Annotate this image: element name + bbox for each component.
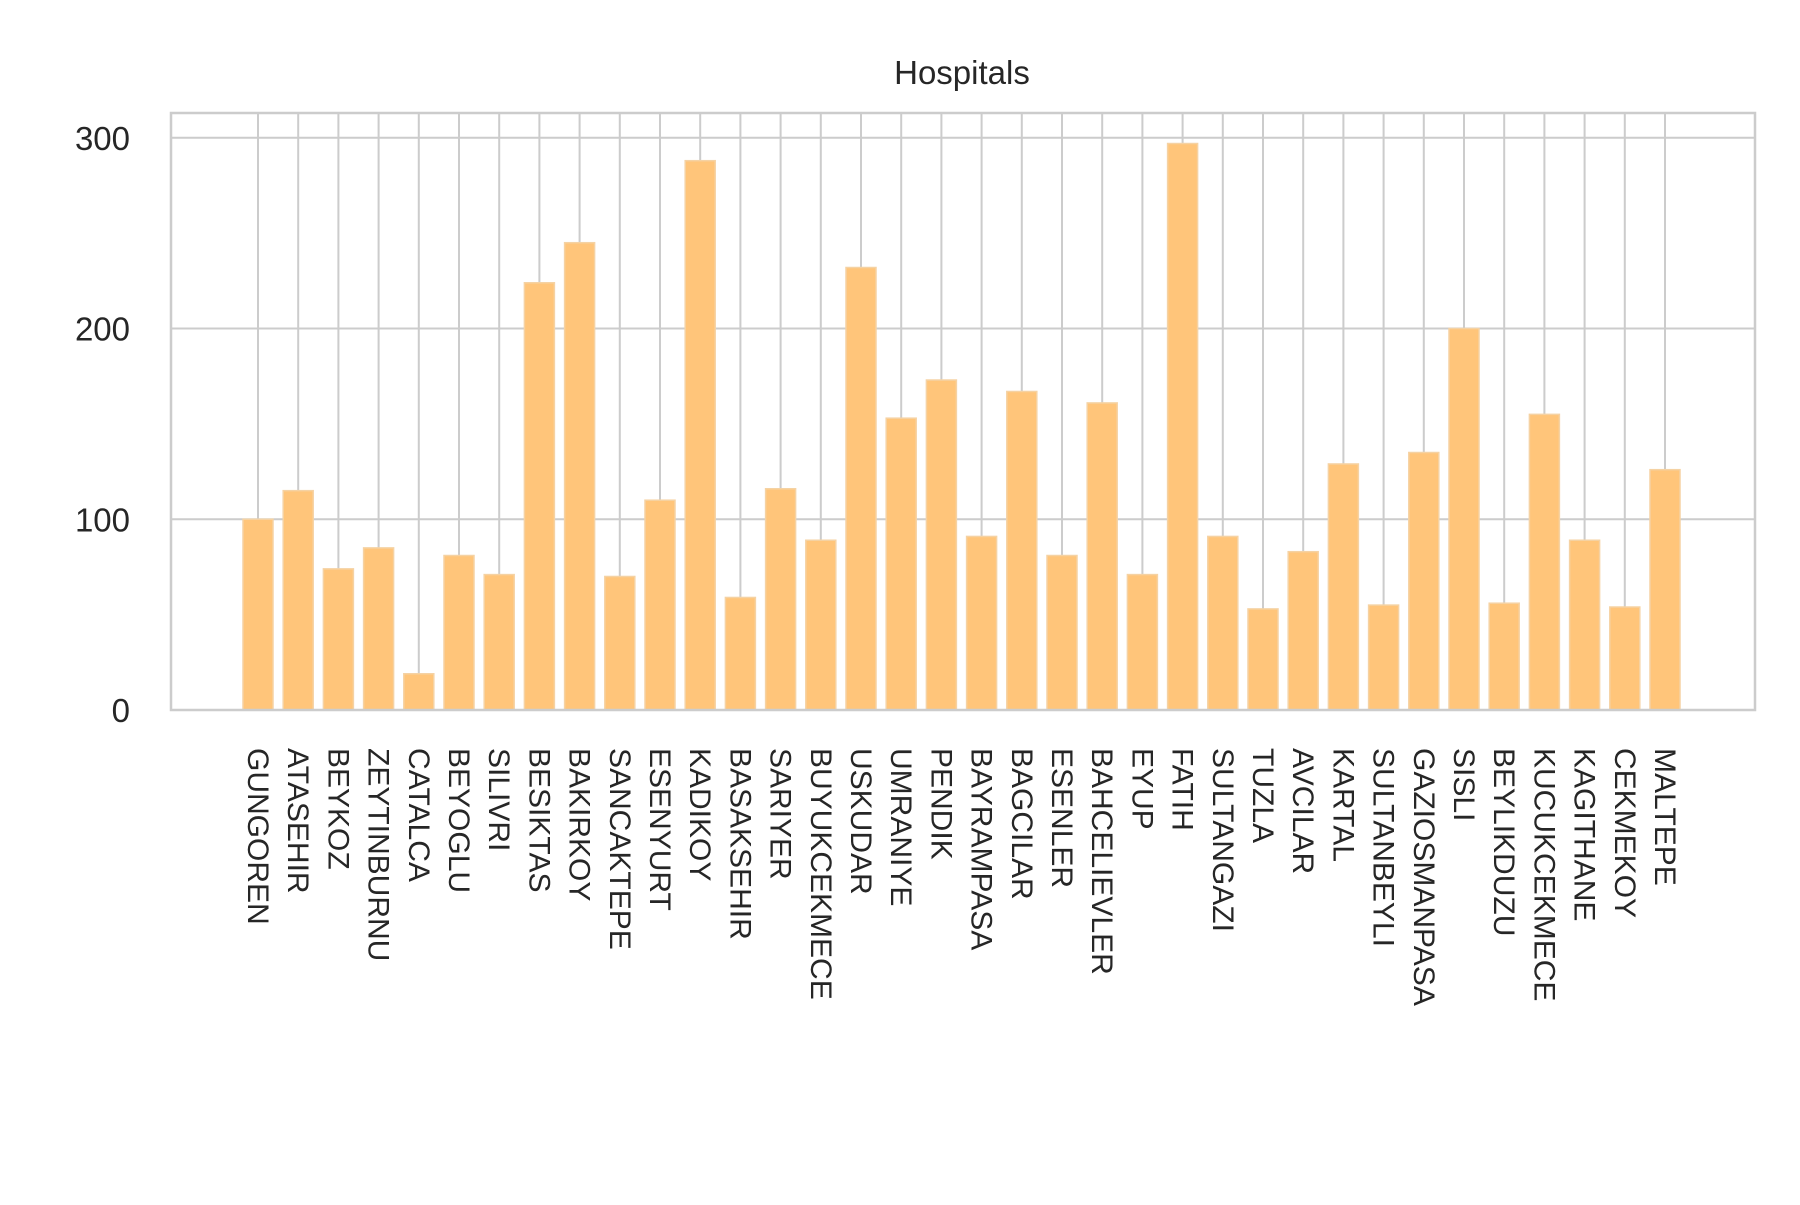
x-tick-label: CEKMEKOY xyxy=(1608,748,1641,918)
x-tick-label: PENDIK xyxy=(924,748,957,860)
bar-bahcelievler xyxy=(1086,402,1118,711)
bar-sultanbeyli xyxy=(1367,604,1400,711)
bar-kagithane xyxy=(1568,539,1601,711)
x-tick-label: BASAKSEHIR xyxy=(723,748,756,940)
x-tick-label: SANCAKTEPE xyxy=(603,748,636,950)
bar-cekmekoy xyxy=(1609,606,1641,711)
x-tick-label: KUCUKCEKMECE xyxy=(1527,748,1560,1001)
bar-avcilar xyxy=(1287,550,1319,711)
y-tick-label: 0 xyxy=(112,692,130,729)
x-tick-label: SULTANBEYLI xyxy=(1367,748,1400,947)
bar-beyoglu xyxy=(443,554,475,711)
x-tick-label: BEYOGLU xyxy=(442,748,475,893)
x-tick-label: SILIVRI xyxy=(482,748,515,851)
bar-zeytinburnu xyxy=(362,547,395,711)
x-tick-label: SISLI xyxy=(1447,748,1480,821)
x-tick-label: BAGCILAR xyxy=(1005,748,1038,900)
x-tick-label: AVCILAR xyxy=(1286,748,1319,874)
bar-silivri xyxy=(483,573,515,711)
y-tick-label: 300 xyxy=(75,120,130,157)
bar-buyukcekmece xyxy=(805,539,837,711)
bar-kadikoy xyxy=(684,159,716,711)
bar-sancaktepe xyxy=(604,575,636,711)
x-tick-label: TUZLA xyxy=(1246,748,1279,843)
x-tick-label: EYUP xyxy=(1125,748,1158,830)
x-tick-label: ESENYURT xyxy=(643,748,676,911)
bar-sultangazi xyxy=(1207,535,1239,711)
bar-bakirkoy xyxy=(563,241,596,711)
x-tick-label: KADIKOY xyxy=(683,748,716,881)
bar-besiktas xyxy=(523,282,556,711)
bar-eyup xyxy=(1126,573,1159,711)
bar-sisli xyxy=(1448,327,1480,711)
bar-gaziosmanpasa xyxy=(1408,451,1440,711)
bar-kartal xyxy=(1327,463,1360,711)
x-tick-label: BEYLIKDUZU xyxy=(1487,748,1520,936)
x-tick-label: BAHCELIEVLER xyxy=(1085,748,1118,975)
bar-basaksehir xyxy=(724,596,757,711)
x-tick-label: ZEYTINBURNU xyxy=(362,748,395,961)
bar-kucukcekmece xyxy=(1528,413,1561,711)
y-axis: 0 100 200 300 xyxy=(75,120,130,729)
y-tick-label: 100 xyxy=(75,501,130,538)
x-tick-label: ATASEHIR xyxy=(281,748,314,894)
x-tick-label: CATALCA xyxy=(402,748,435,882)
bar-bagcilar xyxy=(1006,390,1038,711)
x-tick-label: FATIH xyxy=(1166,748,1199,831)
x-tick-label: GAZIOSMANPASA xyxy=(1407,748,1440,1006)
bar-esenyurt xyxy=(644,499,676,711)
bar-layer xyxy=(242,142,1681,711)
x-tick-label: USKUDAR xyxy=(844,748,877,895)
bar-beylikduzu xyxy=(1488,602,1520,711)
bar-sariyer xyxy=(764,487,797,711)
bar-bayrampasa xyxy=(965,535,998,711)
x-tick-label: GUNGOREN xyxy=(241,748,274,925)
x-tick-label: MALTEPE xyxy=(1648,748,1681,886)
x-axis: GUNGOREN ATASEHIR BEYKOZ ZEYTINBURNU CATALCA… xyxy=(241,748,1681,1006)
bar-fatih xyxy=(1166,142,1199,711)
x-tick-label: BAYRAMPASA xyxy=(965,748,998,950)
y-tick-label: 200 xyxy=(75,311,130,348)
x-tick-label: KARTAL xyxy=(1326,748,1359,862)
x-tick-label: BESIKTAS xyxy=(522,748,555,893)
bar-esenler xyxy=(1046,554,1078,711)
bar-umraniye xyxy=(885,417,917,711)
x-tick-label: BAKIRKOY xyxy=(563,748,596,901)
bar-uskudar xyxy=(845,266,877,711)
bar-beykoz xyxy=(322,568,355,711)
bar-atasehir xyxy=(282,489,314,711)
x-tick-label: SARIYER xyxy=(764,748,797,880)
chart-title: Hospitals xyxy=(894,54,1030,91)
x-tick-label: SULTANGAZI xyxy=(1206,748,1239,932)
x-tick-label: BUYUKCEKMECE xyxy=(804,748,837,1000)
x-tick-label: KAGITHANE xyxy=(1568,748,1601,921)
bar-tuzla xyxy=(1247,608,1279,711)
bar-gungoren xyxy=(242,518,274,711)
bar-pendik xyxy=(925,379,958,711)
plot-frame xyxy=(169,111,1757,712)
x-tick-label: BEYKOZ xyxy=(321,748,354,870)
x-tick-label: UMRANIYE xyxy=(884,748,917,906)
bar-catalca xyxy=(403,673,435,711)
bar-maltepe xyxy=(1649,468,1681,711)
x-tick-label: ESENLER xyxy=(1045,748,1078,888)
